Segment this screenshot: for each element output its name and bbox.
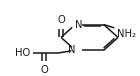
Text: O: O xyxy=(40,65,48,75)
Text: NH₂: NH₂ xyxy=(117,29,136,39)
Text: O: O xyxy=(57,15,65,25)
Text: N: N xyxy=(75,20,83,30)
Text: HO: HO xyxy=(15,48,31,58)
Text: N: N xyxy=(68,45,75,55)
